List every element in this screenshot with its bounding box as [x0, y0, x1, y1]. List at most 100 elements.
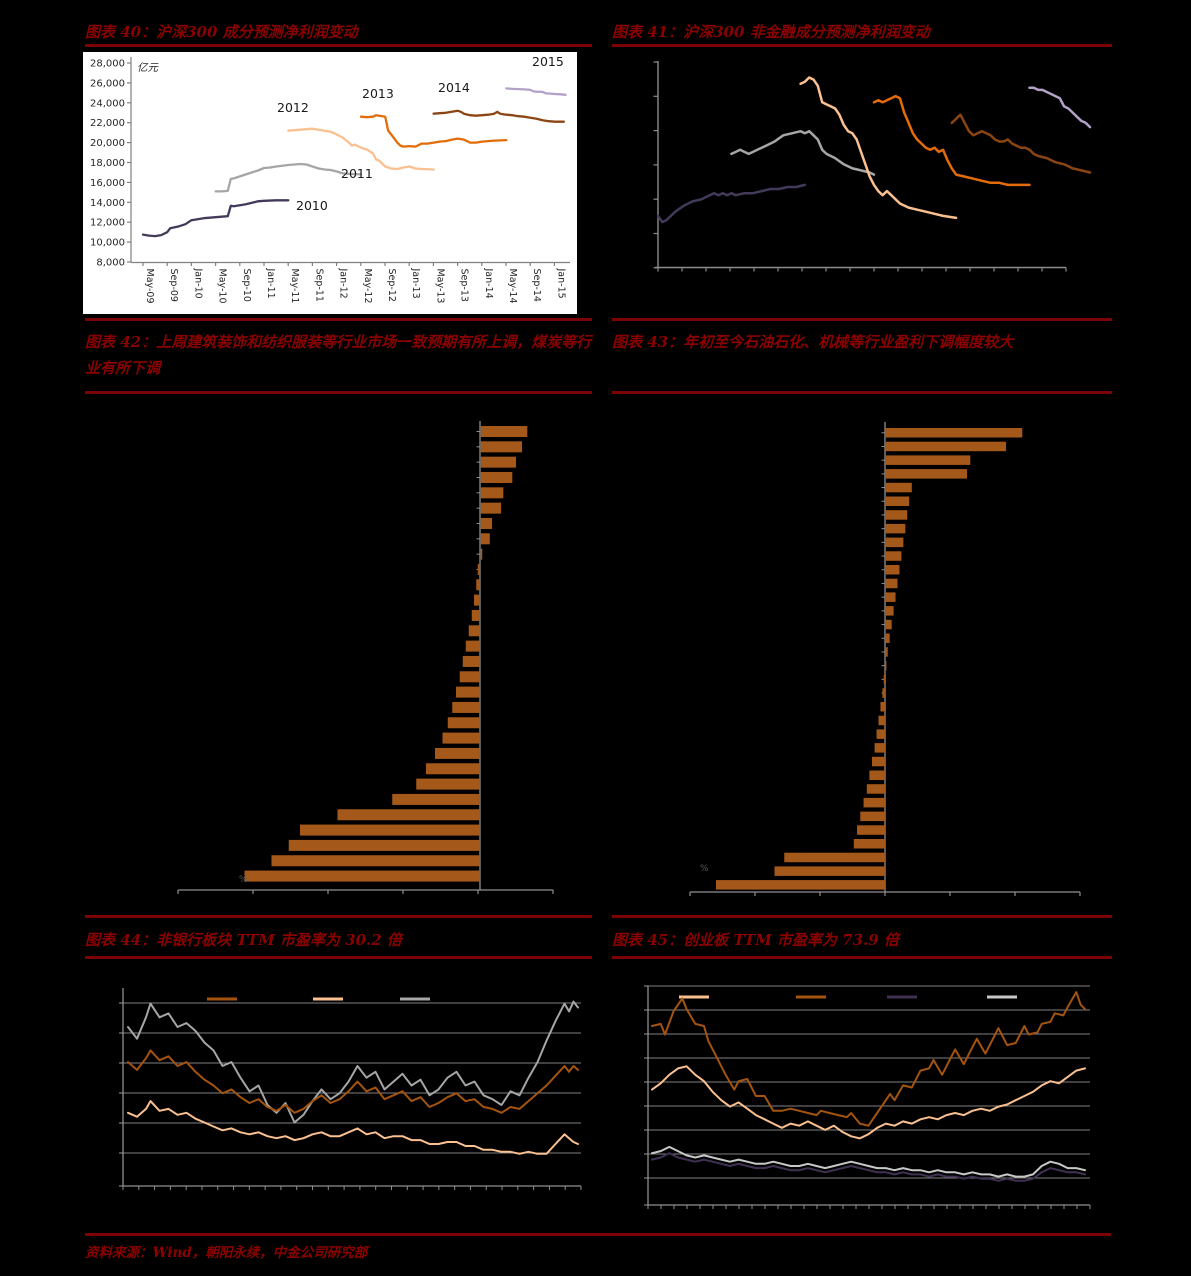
bar	[300, 824, 480, 836]
figure-43-title: 图表 43：年初至今石油石化、机械等行业盈利下调幅度较大	[612, 333, 1014, 351]
chart-41	[653, 61, 1092, 272]
series-2014-line	[950, 113, 1092, 174]
bar	[885, 565, 900, 575]
x-tick-label: May-14	[507, 269, 518, 304]
series-2015-label: 2015	[532, 54, 564, 69]
bar	[885, 428, 1023, 438]
bar	[716, 880, 885, 890]
bar	[784, 852, 885, 863]
source-note: 资料来源：Wind，朝阳永续，中金公司研究部	[85, 1245, 368, 1261]
figure-45-title: 图表 45：创业板 TTM 市盈率为 73.9 倍	[612, 931, 899, 949]
figure-44-title-underline	[85, 956, 592, 959]
series-peach-line	[651, 1065, 1086, 1140]
series-2011-line	[214, 162, 363, 193]
bar	[480, 441, 523, 453]
bar	[480, 502, 502, 514]
bar	[468, 625, 480, 637]
series-2013-label: 2013	[362, 86, 394, 101]
series-2013-line	[359, 114, 508, 148]
figure-41-title: 图表 41：沪深300 非金融成分预测净利润变动	[612, 23, 930, 41]
chart-40-plot-background	[83, 52, 577, 314]
bar	[869, 770, 885, 780]
figure-45-title-underline	[612, 956, 1112, 959]
figure-41-bottom-rule	[612, 318, 1112, 321]
x-tick-label: May-13	[434, 269, 445, 304]
figure-44-title: 图表 44：非银行板块 TTM 市盈率为 30.2 倍	[85, 931, 402, 949]
bar	[288, 839, 480, 851]
bar	[774, 866, 885, 876]
series-2012-line	[799, 76, 958, 220]
x-tick-label: May-12	[362, 269, 373, 304]
bar	[480, 548, 483, 560]
y-tick-label: 28,000	[90, 59, 125, 70]
figure-43-bottom-rule	[612, 915, 1112, 918]
y-tick-label: 10,000	[90, 238, 125, 249]
bar	[471, 609, 480, 621]
bar	[863, 797, 885, 808]
bar	[883, 674, 885, 685]
x-tick-label: Jan-11	[265, 268, 276, 299]
bar	[476, 579, 480, 591]
series-purple-line	[651, 1152, 1086, 1182]
bar	[480, 533, 490, 545]
bar	[885, 592, 896, 602]
series-2014-line	[432, 109, 565, 123]
y-tick-label: 12,000	[90, 218, 125, 229]
bar	[474, 594, 480, 606]
x-tick-label: Sep-09	[168, 269, 179, 302]
bar	[885, 537, 904, 548]
bar	[392, 793, 480, 805]
bar	[271, 855, 480, 867]
bar	[337, 809, 480, 821]
x-tick-label: Jan-12	[338, 268, 349, 299]
bar	[857, 825, 885, 835]
x-tick-label: May-09	[144, 269, 155, 304]
y-tick-label: 22,000	[90, 118, 125, 129]
bar	[885, 619, 892, 630]
y-tick-label: 18,000	[90, 158, 125, 169]
series-2015-line	[505, 87, 567, 96]
y-tick-label: 8,000	[96, 258, 125, 269]
figure-42-title: 图表 42：上周建筑装饰和纺织服装等行业市场一致预期有所上调，煤炭等行业有所下调	[85, 333, 592, 377]
bar	[459, 671, 480, 683]
bar	[480, 426, 528, 437]
bar	[866, 784, 885, 794]
x-tick-label: Sep-12	[386, 269, 397, 302]
chart-45	[644, 985, 1091, 1209]
bar	[480, 517, 493, 529]
series-gray-line	[127, 1000, 579, 1124]
chart-44	[119, 988, 582, 1190]
chart-42: %	[177, 421, 554, 894]
y-tick-label: 26,000	[90, 78, 125, 89]
x-tick-label: May-11	[289, 269, 300, 304]
bar	[416, 778, 480, 790]
bar	[442, 732, 480, 744]
series-2013-line	[872, 94, 1031, 187]
figure-40-title-underline	[85, 44, 592, 47]
x-tick-label: Sep-11	[313, 269, 324, 302]
bar	[885, 496, 910, 506]
bar	[874, 743, 885, 753]
bar	[480, 471, 513, 483]
bar	[885, 469, 968, 479]
percent-unit-label: %	[700, 864, 709, 874]
bar	[885, 510, 908, 520]
chart-43: %	[689, 422, 1081, 896]
bar	[885, 523, 906, 534]
series-lightgray-line	[651, 1145, 1086, 1178]
series-2014-label: 2014	[438, 80, 470, 95]
percent-unit-label: %	[239, 875, 248, 885]
bar	[885, 441, 1007, 452]
figure-41-title-underline	[612, 44, 1112, 47]
series-2011-line	[730, 129, 876, 176]
chart-40: 8,000 10,000 12,000 14,000 16,000 18,000 20,00…	[83, 52, 577, 314]
figure-40-bottom-rule	[85, 318, 592, 321]
x-tick-label: May-10	[217, 269, 228, 304]
bar	[447, 717, 480, 729]
bar	[426, 763, 480, 775]
bar	[480, 487, 504, 499]
bar	[885, 482, 912, 493]
figure-42-bottom-rule	[85, 915, 592, 918]
